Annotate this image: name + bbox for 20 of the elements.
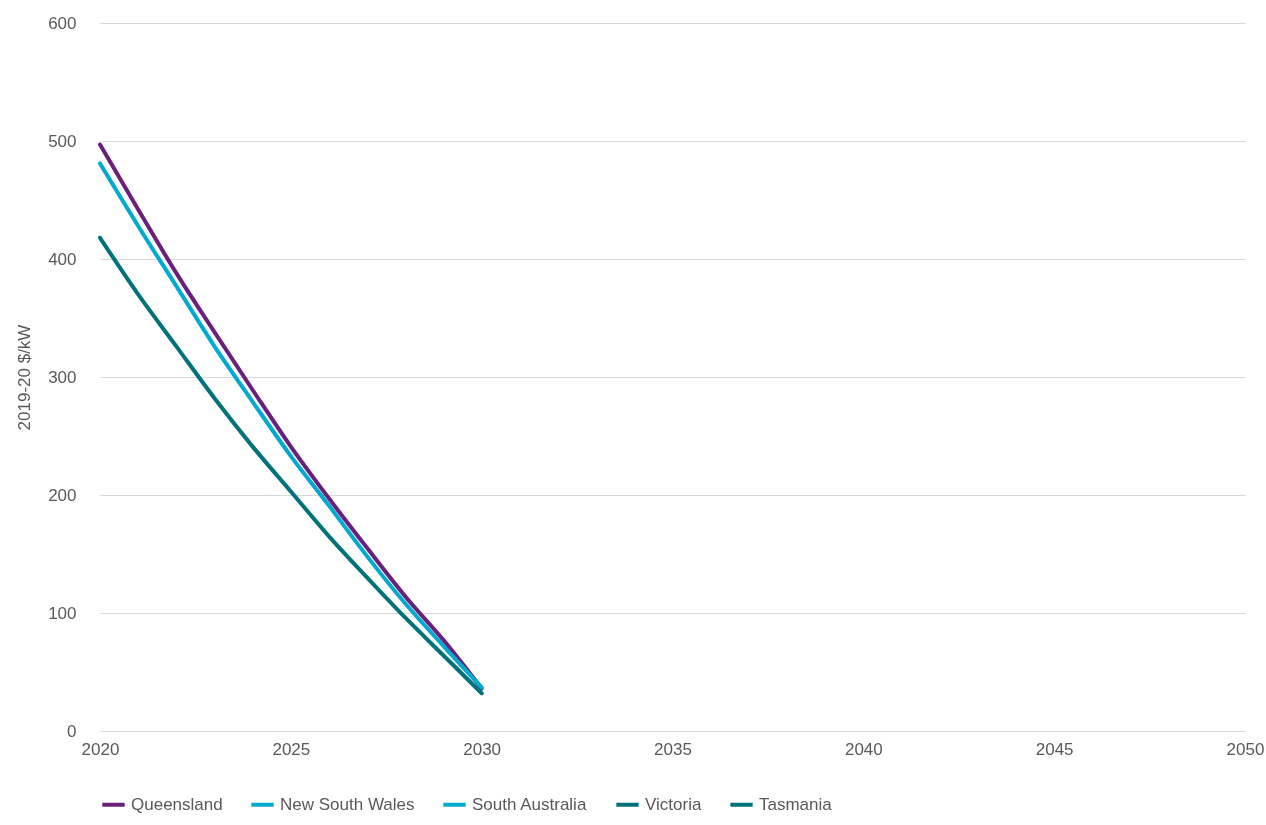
y-tick-label: 300 xyxy=(48,367,77,387)
y-tick-label: 200 xyxy=(48,485,77,505)
x-tick-label: 2035 xyxy=(654,739,692,759)
legend-label: South Australia xyxy=(472,794,587,814)
x-tick-label: 2025 xyxy=(272,739,311,759)
y-axis-title: 2019-20 $/kW xyxy=(15,324,35,431)
y-tick-label: 400 xyxy=(48,249,77,269)
legend-label: New South Wales xyxy=(280,794,415,814)
x-tick-label: 2040 xyxy=(844,739,883,759)
legend-label: Queensland xyxy=(131,794,223,814)
y-tick-label: 100 xyxy=(48,603,77,623)
y-tick-label: 500 xyxy=(48,131,77,151)
x-tick-label: 2020 xyxy=(81,739,120,759)
y-tick-label: 600 xyxy=(48,13,77,33)
legend-label: Victoria xyxy=(645,794,702,814)
x-tick-label: 2030 xyxy=(463,739,502,759)
y-tick-label: 0 xyxy=(67,721,77,741)
x-tick-label: 2045 xyxy=(1035,739,1074,759)
x-tick-label: 2050 xyxy=(1226,739,1265,759)
legend-label: Tasmania xyxy=(759,794,833,814)
